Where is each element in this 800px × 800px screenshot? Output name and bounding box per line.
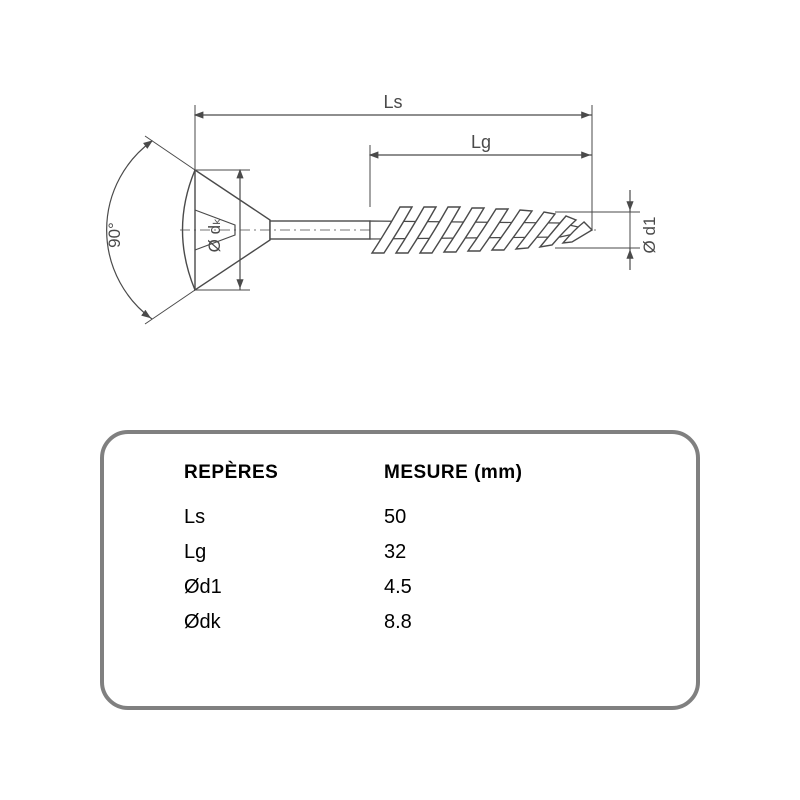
table-row: Ls 50 [184, 506, 646, 529]
table-row: Ødk 8.8 [184, 611, 646, 634]
table-cell-value: 4.5 [384, 576, 584, 599]
table-cell-label: Lg [184, 541, 384, 564]
table-header-row: REPÈRES MESURE (mm) [184, 462, 646, 484]
dimension-label-dk: Ø dₖ [205, 218, 224, 253]
table-header-reperes: REPÈRES [184, 462, 384, 484]
table-row: Ød1 4.5 [184, 576, 646, 599]
page: Ls Lg Ø dₖ Ø d1 90° [0, 0, 800, 800]
dimension-label-d1: Ø d1 [640, 217, 659, 254]
table-row: Lg 32 [184, 541, 646, 564]
dimension-label-Ls: Ls [383, 92, 402, 112]
table-cell-value: 8.8 [384, 611, 584, 634]
screw-technical-diagram: Ls Lg Ø dₖ Ø d1 90° [100, 60, 700, 360]
table-cell-value: 32 [384, 541, 584, 564]
table-cell-label: Ls [184, 506, 384, 529]
table-cell-label: Ød1 [184, 576, 384, 599]
table-cell-label: Ødk [184, 611, 384, 634]
table-header-mesure: MESURE (mm) [384, 462, 584, 484]
table-cell-value: 50 [384, 506, 584, 529]
diagram-svg: Ls Lg Ø dₖ Ø d1 90° [100, 60, 700, 360]
dimensions-table: REPÈRES MESURE (mm) Ls 50 Lg 32 Ød1 4.5 … [100, 430, 700, 710]
dimension-label-angle: 90° [105, 222, 124, 248]
dimension-label-Lg: Lg [471, 132, 491, 152]
